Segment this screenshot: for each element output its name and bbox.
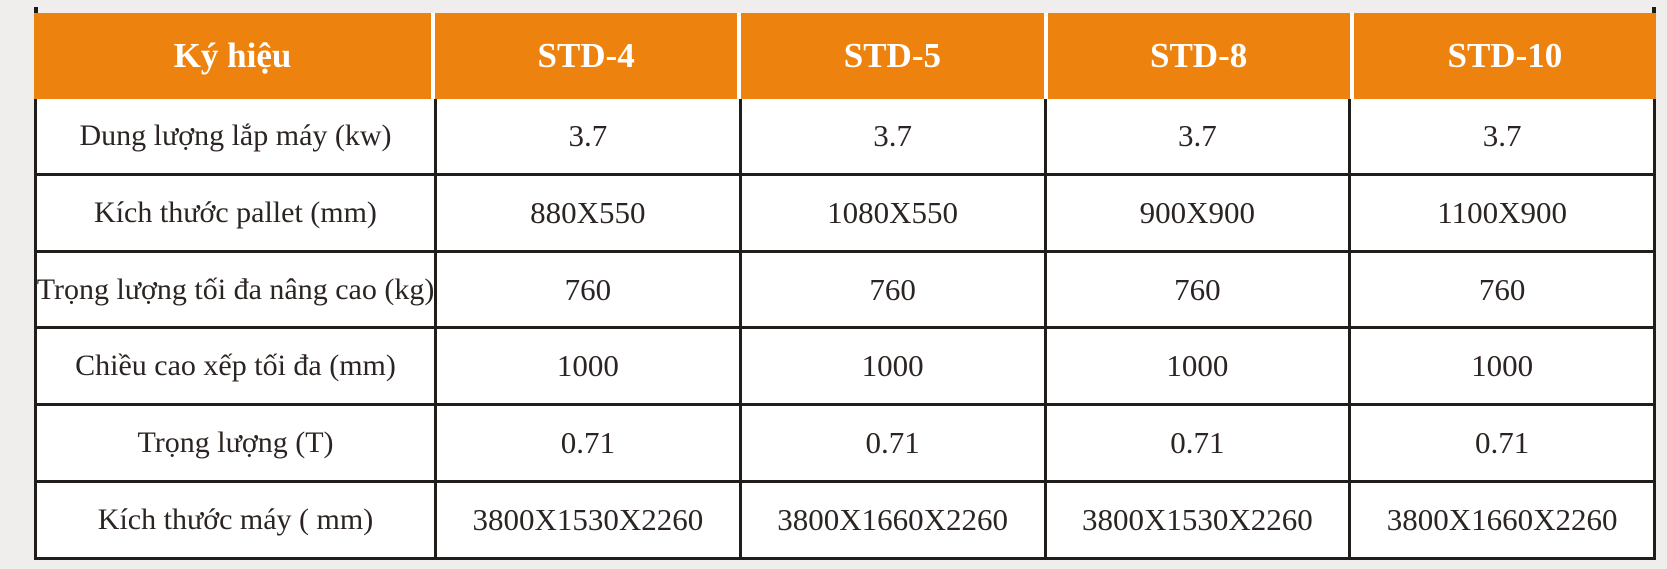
column-header-std-10: STD-10 [1349,13,1656,99]
column-header-std-4: STD-4 [431,13,737,99]
cell-value: 3800X1660X2260 [1348,483,1653,557]
table-row: Trọng lượng (T) 0.71 0.71 0.71 0.71 [37,403,1653,481]
cell-value: 880X550 [434,175,739,250]
cell-value: 900X900 [1043,175,1349,250]
cell-value: 0.71 [738,406,1044,481]
cell-value: 760 [1348,252,1653,327]
table-header-row: Ký hiệu STD-4 STD-5 STD-8 STD-10 [34,13,1656,99]
table-row: Dung lượng lắp máy (kw) 3.7 3.7 3.7 3.7 [37,99,1653,173]
cell-value: 3.7 [1348,99,1653,173]
cell-value: 760 [1043,252,1349,327]
row-label: Kích thước máy ( mm) [97,503,374,537]
cell-value: 1080X550 [738,175,1044,250]
row-label: Kích thước pallet (mm) [94,195,377,229]
spec-table: Ký hiệu STD-4 STD-5 STD-8 STD-10 Dung lư… [34,13,1656,560]
column-header-ky-hieu: Ký hiệu [173,36,292,75]
table-body: Dung lượng lắp máy (kw) 3.7 3.7 3.7 3.7 … [34,99,1656,560]
row-label: Chiều cao xếp tối đa (mm) [75,349,396,383]
cell-value: 1100X900 [1348,175,1653,250]
cell-value: 3.7 [434,99,739,173]
cell-value: 1000 [738,329,1044,404]
row-label: Dung lượng lắp máy (kw) [79,118,392,152]
cell-value: 3.7 [1043,99,1349,173]
table-row: Kích thước pallet (mm) 880X550 1080X550 … [37,172,1653,250]
cell-value: 0.71 [434,406,739,481]
cell-value: 1000 [434,329,739,404]
cell-value: 3800X1660X2260 [738,483,1044,557]
cell-value: 1000 [1043,329,1349,404]
cell-value: 3.7 [738,99,1044,173]
table-row: Chiều cao xếp tối đa (mm) 1000 1000 1000… [37,326,1653,404]
table-row: Kích thước máy ( mm) 3800X1530X2260 3800… [37,480,1653,557]
cell-value: 3800X1530X2260 [434,483,739,557]
table-row: Trọng lượng tối đa nâng cao (kg) 760 760… [37,249,1653,327]
row-label: Trọng lượng (T) [137,426,334,460]
cell-value: 760 [738,252,1044,327]
cell-value: 1000 [1348,329,1653,404]
column-header-std-5: STD-5 [737,13,1043,99]
column-header-std-8: STD-8 [1043,13,1350,99]
cell-value: 760 [434,252,739,327]
row-label: Trọng lượng tối đa nâng cao (kg) [37,272,434,306]
cell-value: 3800X1530X2260 [1043,483,1349,557]
cell-value: 0.71 [1348,406,1653,481]
cell-value: 0.71 [1043,406,1349,481]
